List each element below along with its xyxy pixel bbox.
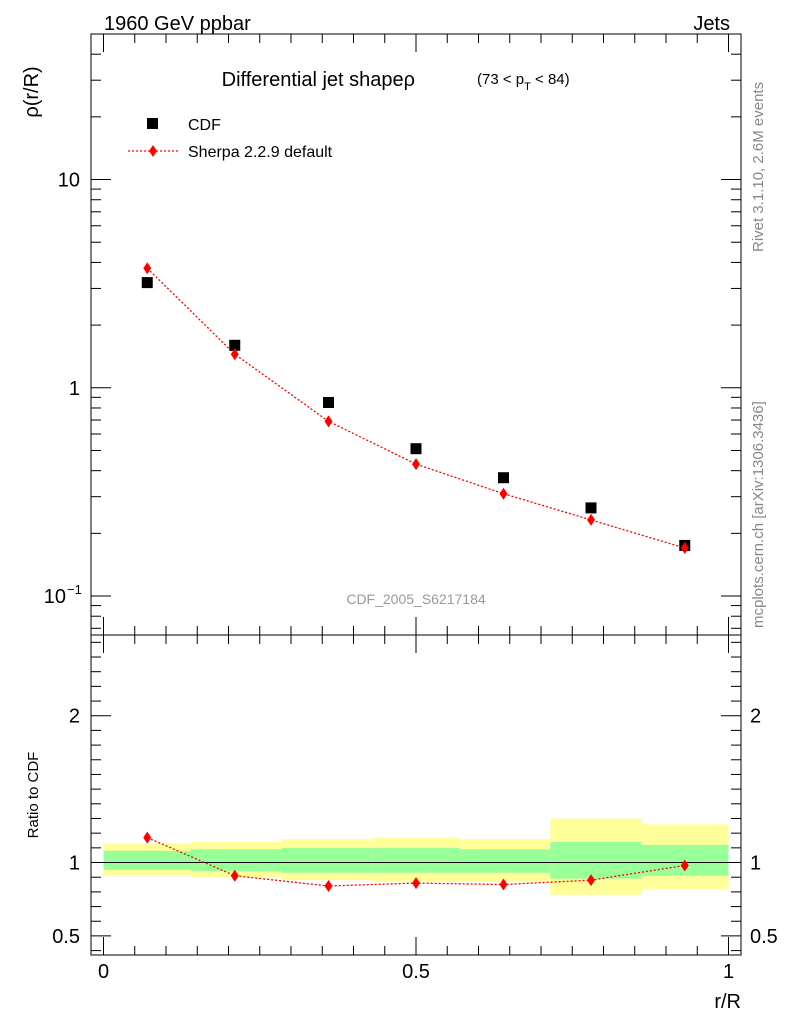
main-chart-title: Differential jet shapeρ (222, 69, 415, 91)
legend-sherpa-marker (149, 145, 157, 157)
sherpa-point (230, 348, 239, 361)
title-cut-close: < 84) (531, 71, 570, 88)
sherpa-point (499, 487, 508, 500)
ratio-band-inner (281, 847, 373, 873)
main-y-tick-label: 1 (69, 378, 80, 400)
ratio-y-tick-label-left: 1 (69, 853, 80, 875)
main-chart-title-cut: (73 < pT < 84) (477, 71, 570, 93)
title-cut-open: (73 < p (477, 71, 524, 88)
sherpa-point (587, 513, 595, 526)
header-energy-label: 1960 GeV ppbar (104, 13, 251, 35)
ratio-panel: Ratio to CDF 0.5 0.51 12 2 0 0.5 1 r/R (25, 634, 778, 1013)
main-y-tick-label: 10 (44, 586, 66, 608)
ratio-x-tick-label: 0.5 (402, 961, 430, 983)
sherpa-point (412, 458, 420, 471)
ratio-y-tick-label-left: 0.5 (52, 926, 80, 948)
sherpa-point (324, 415, 333, 428)
ratio-sherpa-point (230, 869, 239, 882)
ratio-x-tick-label: 0 (98, 961, 109, 983)
main-data-points (141, 262, 691, 555)
ratio-band-inner (459, 849, 551, 873)
ratio-plot-frame (90, 634, 742, 956)
ratio-y-axis-label: Ratio to CDF (25, 752, 42, 839)
ratio-x-tick-labels: 0 0.5 1 (98, 961, 734, 983)
ratio-sherpa-point (587, 874, 595, 887)
ratio-band-inner (372, 847, 460, 873)
mcplots-reference-label: mcplots.cern.ch [arXiv:1306.3436] (750, 401, 767, 628)
sherpa-line (146, 267, 685, 549)
ratio-sherpa-point (499, 878, 508, 891)
cdf-point (141, 277, 153, 289)
ratio-band-inner (191, 849, 282, 872)
legend-sherpa-label: Sherpa 2.2.9 default (188, 144, 333, 161)
ratio-y-tick-label-left: 2 (69, 706, 80, 728)
sherpa-point (143, 262, 152, 275)
ratio-axis-ticks (91, 635, 741, 955)
legend-cdf-label: CDF (188, 117, 221, 134)
x-axis-label: r/R (714, 991, 741, 1013)
ratio-y-tick-label-right: 2 (750, 706, 761, 728)
ratio-sherpa-point (143, 831, 152, 844)
cdf-point (229, 339, 241, 351)
sherpa-point (680, 542, 689, 555)
main-y-tick-label-exponent: −1 (67, 582, 82, 597)
cdf-point (498, 472, 509, 484)
ratio-x-tick-label: 1 (723, 961, 734, 983)
ratio-sherpa-point (680, 859, 689, 872)
ratio-y-tick-label-right: 1 (750, 853, 761, 875)
ratio-y-tick-label-right: 0.5 (750, 926, 778, 948)
ratio-sherpa-point (324, 880, 333, 893)
main-y-axis-label: ρ(r/R) (21, 66, 43, 117)
ratio-band-inner (103, 850, 191, 870)
ratio-data-points (143, 831, 689, 893)
cdf-point (323, 396, 334, 408)
ratio-sherpa-point (412, 877, 420, 890)
ratio-band-inner (550, 841, 641, 879)
cdf-point (410, 443, 422, 455)
header-process-label: Jets (693, 13, 730, 35)
rivet-version-label: Rivet 3.1.10, 2.6M events (750, 82, 767, 252)
main-axis-ticks (91, 33, 741, 635)
analysis-watermark: CDF_2005_S6217184 (346, 591, 486, 607)
legend-cdf-marker (147, 118, 158, 129)
main-y-tick-label: 10 (58, 170, 80, 192)
title-cut-sub: T (524, 81, 531, 93)
cdf-point (585, 502, 597, 514)
ratio-y-tick-labels: 0.5 0.5 1 1 2 2 (52, 706, 778, 948)
legend: CDF Sherpa 2.2.9 default (128, 117, 333, 161)
ratio-uncertainty-bands (103, 818, 729, 895)
